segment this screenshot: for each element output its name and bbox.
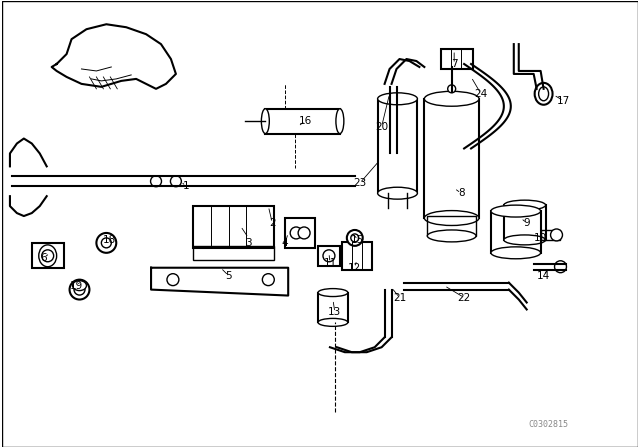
Ellipse shape: [318, 289, 348, 297]
Ellipse shape: [428, 230, 476, 242]
Ellipse shape: [336, 109, 344, 134]
Ellipse shape: [491, 205, 541, 217]
Circle shape: [42, 250, 54, 262]
Circle shape: [167, 274, 179, 286]
Bar: [342, 242, 372, 270]
Text: 24: 24: [474, 89, 488, 99]
Text: 18: 18: [102, 235, 116, 245]
Bar: [32, 243, 63, 268]
Text: 22: 22: [458, 293, 471, 302]
Bar: [378, 99, 417, 193]
Text: 7: 7: [451, 59, 458, 69]
Circle shape: [554, 261, 566, 273]
Bar: [428, 216, 476, 236]
Text: 14: 14: [537, 271, 550, 281]
Bar: [491, 211, 541, 253]
Circle shape: [170, 176, 181, 187]
Text: 23: 23: [353, 178, 366, 188]
Text: 17: 17: [557, 96, 570, 106]
Text: 11: 11: [323, 258, 337, 268]
Text: 16: 16: [298, 116, 312, 125]
Circle shape: [550, 229, 563, 241]
Ellipse shape: [539, 87, 548, 101]
Ellipse shape: [318, 319, 348, 326]
Text: 12: 12: [348, 263, 362, 273]
Ellipse shape: [72, 280, 86, 291]
Circle shape: [351, 234, 359, 242]
Bar: [318, 293, 348, 323]
Bar: [504, 205, 545, 240]
Ellipse shape: [504, 200, 545, 210]
Ellipse shape: [378, 187, 417, 199]
Bar: [441, 49, 473, 69]
Circle shape: [150, 176, 161, 187]
Bar: [193, 246, 275, 260]
Circle shape: [70, 280, 90, 300]
Circle shape: [448, 85, 456, 93]
Circle shape: [323, 250, 335, 262]
Bar: [424, 99, 479, 218]
Text: C0302815: C0302815: [529, 420, 568, 429]
Ellipse shape: [491, 247, 541, 259]
Bar: [266, 109, 340, 134]
Ellipse shape: [261, 109, 269, 134]
Circle shape: [290, 227, 302, 239]
Text: 4: 4: [282, 238, 289, 248]
Text: 21: 21: [393, 293, 406, 302]
Ellipse shape: [424, 211, 479, 225]
Circle shape: [262, 274, 275, 286]
Circle shape: [347, 230, 363, 246]
Circle shape: [97, 233, 116, 253]
Bar: [541, 230, 561, 240]
Ellipse shape: [504, 235, 545, 245]
Text: 1: 1: [182, 181, 189, 191]
Bar: [285, 218, 315, 248]
Circle shape: [101, 238, 111, 248]
Ellipse shape: [39, 245, 57, 267]
Text: 13: 13: [328, 307, 342, 318]
Text: 15: 15: [351, 235, 364, 245]
Ellipse shape: [424, 91, 479, 106]
Text: 8: 8: [458, 188, 465, 198]
Circle shape: [74, 284, 85, 295]
Ellipse shape: [534, 83, 552, 105]
Text: 10: 10: [534, 233, 547, 243]
Text: 20: 20: [375, 121, 388, 132]
Ellipse shape: [378, 93, 417, 105]
Text: 6: 6: [40, 253, 47, 263]
Text: 3: 3: [245, 238, 252, 248]
Bar: [318, 246, 340, 266]
Bar: [193, 206, 275, 248]
Text: 5: 5: [225, 271, 232, 281]
Text: 9: 9: [524, 218, 530, 228]
Circle shape: [298, 227, 310, 239]
Text: 19: 19: [70, 280, 83, 291]
Text: 2: 2: [269, 218, 276, 228]
